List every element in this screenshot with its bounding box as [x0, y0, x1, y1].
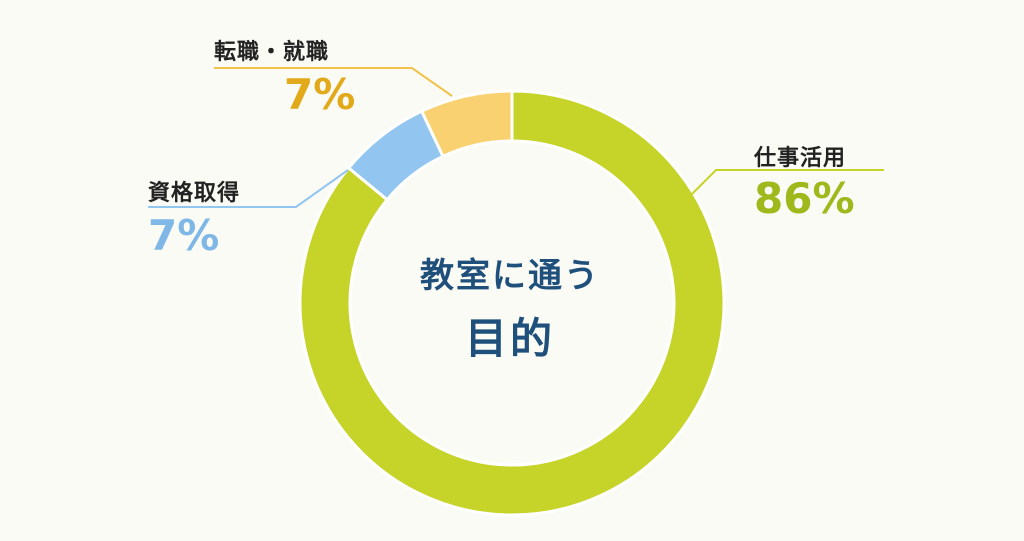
slice-label-job: 転職・就職 7%: [214, 34, 355, 116]
center-title-line2: 目的: [464, 314, 555, 363]
slice-value-work: 86%: [754, 174, 855, 223]
leader-line-job: [214, 67, 453, 97]
donut-slice-job: [419, 89, 514, 159]
slice-category-job: 転職・就職: [214, 40, 330, 65]
slice-value-cert: 7%: [148, 211, 220, 260]
slice-label-cert: 資格取得 7%: [148, 175, 240, 257]
slice-value-job: 7%: [284, 70, 356, 119]
leader-line-work: [689, 169, 884, 197]
slice-category-work: 仕事活用: [754, 146, 847, 171]
center-title-line1: 教室に通う: [420, 256, 600, 296]
slice-label-work: 仕事活用 86%: [754, 140, 855, 220]
slice-category-cert: 資格取得: [148, 181, 241, 206]
leader-line-cert: [148, 169, 349, 208]
donut-slice-work: [298, 89, 726, 517]
